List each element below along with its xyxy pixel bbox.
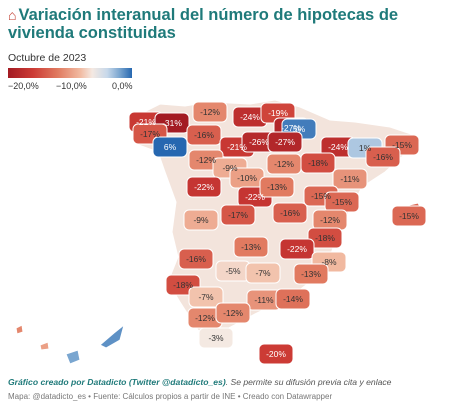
- province-shape-almer-a[interactable]: [275, 288, 311, 310]
- province-value-label: -8%: [321, 257, 337, 267]
- province-shape-c-rdoba[interactable]: [188, 286, 224, 308]
- canarias-islet2-shape: [39, 341, 50, 351]
- province-shape-le-n[interactable]: [186, 124, 222, 146]
- province-value-label: -18%: [308, 158, 328, 168]
- legend-tick-min: −20,0%: [8, 81, 39, 91]
- province-value-label: -26%: [249, 137, 269, 147]
- province-shape-guadalajara[interactable]: [259, 176, 295, 198]
- province-value-label: -15%: [399, 211, 419, 221]
- province-value-label: -15%: [332, 197, 352, 207]
- province-value-label: -9%: [222, 163, 238, 173]
- province-value-label: -21%: [227, 142, 247, 152]
- province-value-label: 5%: [293, 124, 306, 134]
- province-shape-tarragona[interactable]: [332, 168, 368, 190]
- house-icon: ⌂: [8, 7, 17, 23]
- province-value-label: -31%: [162, 118, 182, 128]
- province-value-label: -20%: [266, 349, 286, 359]
- province-value-label: -27%: [275, 137, 295, 147]
- province-value-label: -16%: [280, 208, 300, 218]
- province-shape-c-ceres[interactable]: [183, 209, 219, 231]
- province-shape-madrid[interactable]: [272, 202, 308, 224]
- province-value-label: -22%: [194, 182, 214, 192]
- province-shape-murcia[interactable]: [293, 263, 329, 285]
- province-value-label: -12%: [195, 313, 215, 323]
- source-line: Mapa: @datadicto_es • Fuente: Cálculos p…: [8, 392, 333, 401]
- province-shape-albacete[interactable]: [279, 238, 315, 260]
- province-value-label: -12%: [200, 107, 220, 117]
- chart-subtitle: Octubre de 2023: [8, 52, 87, 64]
- province-shape-badajoz[interactable]: [178, 248, 214, 270]
- province-shape-toledo[interactable]: [233, 236, 269, 258]
- province-value-label: 1%: [359, 143, 372, 153]
- province-value-label: -13%: [301, 269, 321, 279]
- province-value-label: -11%: [254, 295, 274, 305]
- province-shape-asturias[interactable]: [192, 101, 228, 123]
- province-value-label: -17%: [228, 210, 248, 220]
- province-value-label: -21%: [136, 117, 156, 127]
- credit-author-link[interactable]: Datadicto (Twitter @datadicto_es): [87, 377, 226, 387]
- province-value-label: -12%: [223, 308, 243, 318]
- province-value-label: -19%: [268, 108, 288, 118]
- province-shape-ourense[interactable]: [152, 136, 188, 158]
- chart-title: ⌂ Variación interanual del número de hipo…: [8, 6, 444, 42]
- credit-line: Gráfico creado por Datadicto (Twitter @d…: [8, 377, 391, 387]
- province-value-label: -7%: [198, 292, 214, 302]
- province-value-label: -22%: [287, 244, 307, 254]
- legend-tick-mid: −10,0%: [56, 81, 87, 91]
- credit-prefix: Gráfico creado por: [8, 377, 88, 387]
- spain-province-map: -21% -31%-12% -24% -19%-27%-17%6%-16%-21% -2…: [15, 99, 427, 365]
- province-value-label: -15%: [311, 191, 331, 201]
- color-scale-legend: [8, 68, 132, 78]
- province-value-label: -11%: [340, 174, 360, 184]
- province-value-label: -13%: [241, 242, 261, 252]
- province-value-label: -12%: [320, 215, 340, 225]
- province-shape-melilla[interactable]: [258, 343, 294, 365]
- province-shape-islas-baleares[interactable]: [391, 205, 427, 227]
- province-value-label: -9%: [193, 215, 209, 225]
- province-shape-zaragoza[interactable]: [300, 152, 336, 174]
- canarias-west-shape: [65, 349, 81, 365]
- province-value-label: -14%: [283, 294, 303, 304]
- province-shape-ja-n[interactable]: [245, 262, 281, 284]
- province-value-label: -15%: [392, 140, 412, 150]
- province-value-label: -3%: [208, 333, 224, 343]
- province-shape-la-rioja[interactable]: [267, 131, 303, 153]
- province-value-label: -16%: [194, 130, 214, 140]
- title-text: Variación interanual del número de hipot…: [8, 6, 399, 42]
- province-value-label: -18%: [173, 280, 193, 290]
- province-value-label: -12%: [274, 159, 294, 169]
- province-shape-salamanca[interactable]: [186, 176, 222, 198]
- province-value-label: -16%: [186, 254, 206, 264]
- province-value-label: -12%: [196, 155, 216, 165]
- province-value-label: -16%: [373, 152, 393, 162]
- province-shape-c-diz[interactable]: [198, 327, 234, 349]
- province-value-label: 6%: [164, 142, 177, 152]
- province-value-label: -27%: [281, 123, 301, 133]
- province-value-label: -17%: [140, 129, 160, 139]
- canarias-islet-shape: [15, 324, 24, 335]
- province-value-label: -18%: [315, 233, 335, 243]
- province-value-label: -13%: [267, 182, 287, 192]
- province-value-label: -7%: [255, 268, 271, 278]
- province-value-label: -24%: [328, 142, 348, 152]
- province-value-label: -22%: [245, 192, 265, 202]
- canarias-east-shape: [99, 323, 125, 349]
- legend-tick-max: 0,0%: [112, 81, 133, 91]
- province-shape--vila[interactable]: [220, 204, 256, 226]
- province-shape-barcelona[interactable]: [365, 146, 401, 168]
- province-value-label: -5%: [225, 266, 241, 276]
- province-shape-valencia[interactable]: [307, 227, 343, 249]
- province-value-label: -24%: [240, 112, 260, 122]
- province-shape-m-laga[interactable]: [215, 302, 251, 324]
- credit-suffix: . Se permite su difusión previa cita y e…: [225, 377, 392, 387]
- province-value-label: -10%: [237, 173, 257, 183]
